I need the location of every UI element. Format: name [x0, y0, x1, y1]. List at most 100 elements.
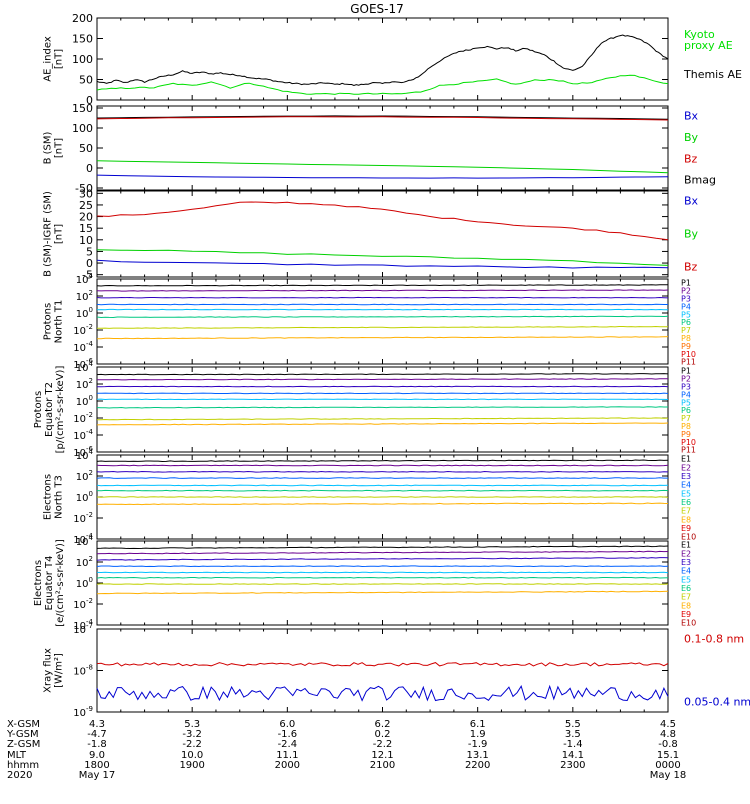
series-line [97, 546, 668, 549]
series-line [97, 551, 668, 554]
y-tick-label: 0 [86, 257, 93, 270]
series-line [97, 472, 668, 473]
y-tick-label: 100 [76, 306, 93, 320]
series-line [97, 497, 668, 498]
legend-entry: E8 [681, 601, 691, 610]
legend-entry: E7 [681, 593, 691, 602]
y-tick-label: 10-9 [73, 705, 93, 719]
series-line [97, 379, 668, 380]
y-tick-label: 104 [76, 272, 94, 286]
y-axis-label: Xray flux [43, 648, 54, 693]
x-axis-value: -1.4 [563, 739, 583, 750]
legend-entry: E7 [681, 507, 691, 516]
panel-frame [97, 18, 668, 100]
y-tick-label: 102 [76, 289, 93, 303]
y-axis-label: [nT] [54, 49, 65, 69]
series-line [97, 386, 668, 387]
y-tick-label: 100 [76, 576, 93, 590]
x-axis-value: -1.9 [468, 739, 488, 750]
x-axis-value: May 18 [650, 770, 687, 781]
legend-entry: Bx [684, 195, 699, 208]
y-tick-label: 10-7 [73, 622, 93, 636]
series-line [97, 663, 668, 666]
y-tick-label: 200 [72, 12, 93, 25]
x-axis-row-label: Z-GSM [7, 739, 40, 750]
legend-entry: E4 [681, 567, 691, 576]
series-line [97, 327, 668, 329]
series-line [97, 175, 668, 178]
x-axis-value: 2100 [370, 760, 395, 771]
x-axis-value: -2.2 [182, 739, 202, 750]
y-tick-label: 50 [79, 74, 93, 87]
x-axis-ephemeris: X-GSMY-GSMZ-GSMMLThhmm20204.3-4.7-1.89.0… [6, 719, 686, 781]
x-axis-value: -2.2 [373, 739, 393, 750]
y-tick-label: 10-4 [73, 428, 93, 442]
y-tick-label: 100 [72, 122, 93, 135]
y-axis-label: B (SM) [43, 131, 54, 164]
legend-entry: E4 [681, 481, 691, 490]
legend-entry: E3 [681, 558, 691, 567]
series-line [97, 460, 668, 462]
y-tick-label: 100 [76, 490, 93, 504]
series-line [97, 686, 668, 700]
y-tick-label: 20 [79, 211, 93, 224]
series-line [97, 503, 668, 505]
plot-title: GOES-17 [350, 2, 404, 16]
legend-entry: P11 [681, 446, 696, 455]
y-axis-label: B (SM)-IGRF (SM) [43, 191, 54, 277]
y-axis-label: [e/(cm²-s-sr-keV)] [55, 539, 66, 627]
y-tick-label: 5 [86, 245, 93, 258]
y-axis-label: [nT] [54, 138, 65, 158]
legend-entry: P11 [681, 358, 696, 367]
panel-frame [97, 541, 668, 625]
y-axis-label: Equator T4 [44, 556, 55, 611]
y-tick-label: 10-4 [73, 340, 93, 354]
series-line [97, 490, 668, 491]
legend-entry: E8 [681, 515, 691, 524]
series-line [97, 465, 668, 466]
y-axis-label: Equator T2 [44, 382, 55, 437]
series-line [97, 250, 668, 266]
y-axis-label: North T3 [54, 475, 65, 519]
x-axis-value: -0.8 [658, 739, 678, 750]
x-axis-value: 2300 [560, 760, 585, 771]
y-axis-label: Protons [43, 303, 54, 340]
legend-entry: 0.05-0.4 nm [684, 696, 750, 709]
y-tick-label: 150 [72, 33, 93, 46]
legend-entry: E5 [681, 489, 691, 498]
legend-entry: E6 [681, 498, 691, 507]
legend-entry: 0.1-0.8 nm [684, 633, 744, 646]
y-tick-label: 50 [79, 142, 93, 155]
series-line [97, 577, 668, 578]
x-axis-value: -1.8 [87, 739, 107, 750]
y-axis-label: [nT] [54, 224, 65, 244]
y-tick-label: 100 [76, 394, 93, 408]
y-tick-label: 102 [76, 377, 93, 391]
series-line [97, 75, 668, 94]
series-line [97, 285, 668, 286]
y-tick-label: 10 [79, 234, 93, 247]
y-tick-label: 104 [76, 360, 94, 374]
legend-entry: By [684, 131, 699, 144]
y-tick-label: 10-2 [73, 323, 93, 337]
series-line [97, 393, 668, 394]
legend-entry: E9 [681, 610, 691, 619]
series-line [97, 309, 668, 310]
panel-frame [97, 279, 668, 364]
legend-entry: E2 [681, 463, 691, 472]
panel-frame [97, 629, 668, 712]
series-line [97, 485, 668, 486]
y-tick-label: 10-8 [73, 664, 93, 678]
y-tick-label: 104 [76, 534, 94, 548]
y-axis-label: Protons [33, 391, 44, 428]
legend-entry: E10 [681, 619, 696, 628]
series-line [97, 304, 668, 305]
legend-entry: Bz [684, 261, 698, 274]
legend-entry: Themis AE [683, 68, 742, 81]
y-axis-label: [W/m²] [54, 653, 65, 688]
